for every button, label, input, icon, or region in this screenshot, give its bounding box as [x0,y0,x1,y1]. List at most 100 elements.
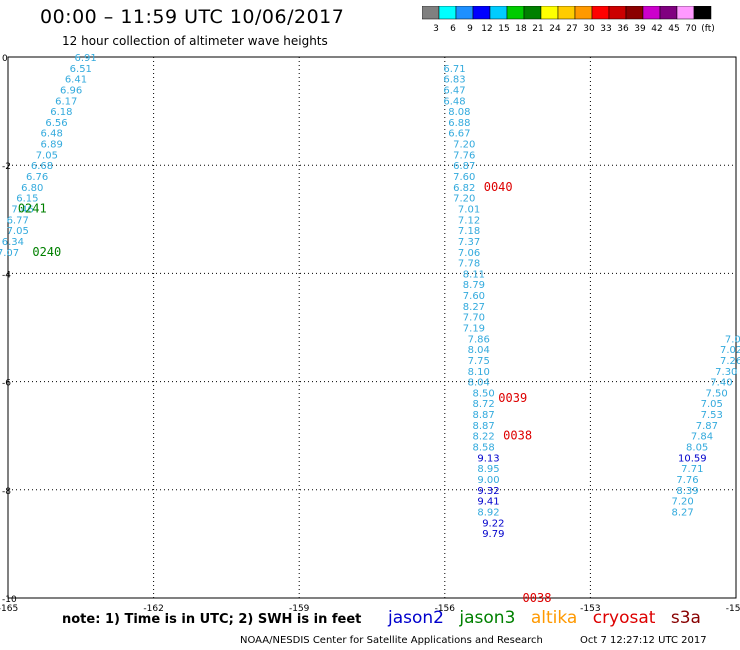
wave-height-value: 7.05 [7,226,29,237]
satellite-legend: jason2 jason3 altika cryosat s3a [388,608,711,628]
colorbar-label: 12 [481,24,492,34]
wave-height-value: 8.79 [463,280,485,291]
wave-height-value: 8.22 [472,432,494,443]
wave-height-value: 8.08 [448,107,470,118]
pass-time-label: 0039 [498,391,527,405]
colorbar-label: 30 [583,24,595,34]
footer-timestamp: Oct 7 12:27:12 UTC 2017 [580,635,707,646]
chart-subtitle: 12 hour collection of altimeter wave hei… [62,34,328,48]
x-tick-label: -150 [726,604,740,612]
wave-height-value: 8.87 [472,421,494,432]
wave-height-value: 7.40 [710,378,732,389]
wave-height-value: 6.76 [26,172,48,183]
wave-height-value: 9.22 [482,518,504,529]
wave-height-value: 7.75 [468,356,490,367]
wave-height-value: 8.87 [472,410,494,421]
x-tick-label: -153 [580,604,600,612]
wave-height-value: 8.04 [468,345,490,356]
wave-height-value: 8.92 [477,507,499,518]
wave-height-value: 7.01 [458,204,480,215]
wave-height-value: 8.10 [468,367,490,378]
pass-time-label: 0240 [32,245,61,259]
wave-height-value: 6.96 [60,85,82,96]
wave-height-value: 7.19 [463,324,485,335]
wave-height-value: 6.68 [31,161,53,172]
wave-height-value: 6.87 [453,161,475,172]
colorbar-label: 15 [498,24,509,34]
wave-height-value: 8.27 [671,507,693,518]
wave-height-value: 8.72 [472,399,494,410]
wave-height-value: 7.00 [725,334,740,345]
legend-item-cryosat: cryosat [592,608,656,628]
wave-height-value: 6.67 [448,129,470,140]
wave-height-value: 7.05 [701,399,723,410]
wave-height-value: 6.41 [65,75,87,86]
wave-height-value: 6.77 [7,215,29,226]
wave-height-value: 7.20 [671,497,693,508]
wave-height-value: 8.27 [463,302,485,313]
legend-item-jason3: jason3 [459,608,516,628]
x-tick-label: -165 [0,604,18,612]
wave-height-value: 6.71 [443,64,465,75]
colorbar-label: 33 [600,24,611,34]
wave-height-value: 7.37 [458,237,480,248]
colorbar-label: 24 [549,24,561,34]
wave-height-value: 6.88 [448,118,470,129]
plot-frame [7,56,737,599]
wave-height-value: 6.48 [41,129,63,140]
wave-height-value: 6.82 [453,183,475,194]
wave-height-value: 7.86 [468,334,490,345]
wave-height-value: 7.53 [701,410,723,421]
wave-height-value: 9.13 [477,453,499,464]
wave-height-value: 6.47 [443,85,465,96]
wave-height-value: 8.04 [468,378,490,389]
colorbar-label: 27 [566,24,577,34]
wave-height-value: 7.12 [458,215,480,226]
colorbar-label: 6 [450,24,456,34]
wave-height-value: 7.26 [720,356,740,367]
colorbar-label: 70 [685,24,697,34]
wave-height-value: 7.78 [458,259,480,270]
wave-height-value: 8.05 [686,443,708,454]
wave-height-value: 8.58 [472,443,494,454]
colorbar-label: 42 [651,24,662,34]
colorbar-label: 39 [634,24,646,34]
pass-time-label: 0040 [484,180,513,194]
colorbar-label: 21 [532,24,543,34]
wave-height-value: 7.20 [453,140,475,151]
colorbar-label: (ft) [701,24,715,34]
wave-height-value: 6.17 [55,96,77,107]
y-tick-label: -8 [2,487,11,497]
wave-height-value: 7.60 [463,291,485,302]
wave-height-value: 7.60 [453,172,475,183]
wave-height-value: 8.95 [477,464,499,475]
colorbar-label: 45 [668,24,679,34]
y-tick-label: -10 [2,595,17,605]
wave-height-value: 6.18 [50,107,72,118]
colorbar-swatch [693,6,712,20]
y-tick-label: 0 [2,54,8,64]
wave-height-value: 7.70 [463,313,485,324]
chart-title: 00:00 – 11:59 UTC 10/06/2017 [40,6,345,28]
wave-height-value: 9.41 [477,497,499,508]
wave-height-value: 7.76 [453,150,475,161]
wave-height-value: 7.02 [720,345,740,356]
wave-height-value: 7.87 [696,421,718,432]
pass-time-label: 0038 [503,429,532,443]
x-tick-label: -159 [289,604,310,612]
y-tick-label: -2 [2,162,11,172]
colorbar-label: 3 [433,24,439,34]
wave-height-value: 8.11 [463,269,485,280]
footer-credit: NOAA/NESDIS Center for Satellite Applica… [240,635,543,646]
wave-height-value: 9.79 [482,529,504,540]
y-tick-label: -6 [2,379,11,389]
wave-height-value: 9.32 [477,486,499,497]
wave-height-value: 7.06 [458,248,480,259]
wave-height-value: 6.56 [45,118,67,129]
y-tick-label: -4 [2,270,11,280]
wave-height-value: 7.05 [36,150,58,161]
footer-note: note: 1) Time is in UTC; 2) SWH is in fe… [62,612,362,627]
x-tick-label: -162 [143,604,163,612]
wave-height-value: 10.59 [678,453,707,464]
wave-height-value: 8.39 [676,486,698,497]
